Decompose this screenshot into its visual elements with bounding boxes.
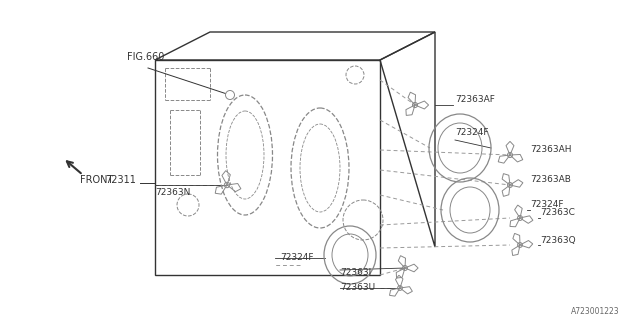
Text: 72324F: 72324F	[530, 200, 563, 209]
Text: 72363Q: 72363Q	[540, 236, 575, 245]
Text: 72363AF: 72363AF	[455, 95, 495, 104]
Text: 72311: 72311	[105, 175, 136, 185]
Text: 72324F: 72324F	[280, 253, 314, 262]
Text: FRONT: FRONT	[80, 175, 113, 185]
Text: 72363N: 72363N	[155, 188, 190, 197]
Ellipse shape	[225, 91, 234, 100]
Text: 72363U: 72363U	[340, 283, 375, 292]
Text: 72363C: 72363C	[540, 208, 575, 217]
Text: 72363AH: 72363AH	[530, 145, 572, 154]
Text: 72324F: 72324F	[455, 128, 488, 137]
Text: 72363AB: 72363AB	[530, 175, 571, 184]
Text: FIG.660: FIG.660	[127, 52, 164, 62]
Text: 72363I: 72363I	[340, 268, 371, 277]
Text: A723001223: A723001223	[572, 307, 620, 316]
